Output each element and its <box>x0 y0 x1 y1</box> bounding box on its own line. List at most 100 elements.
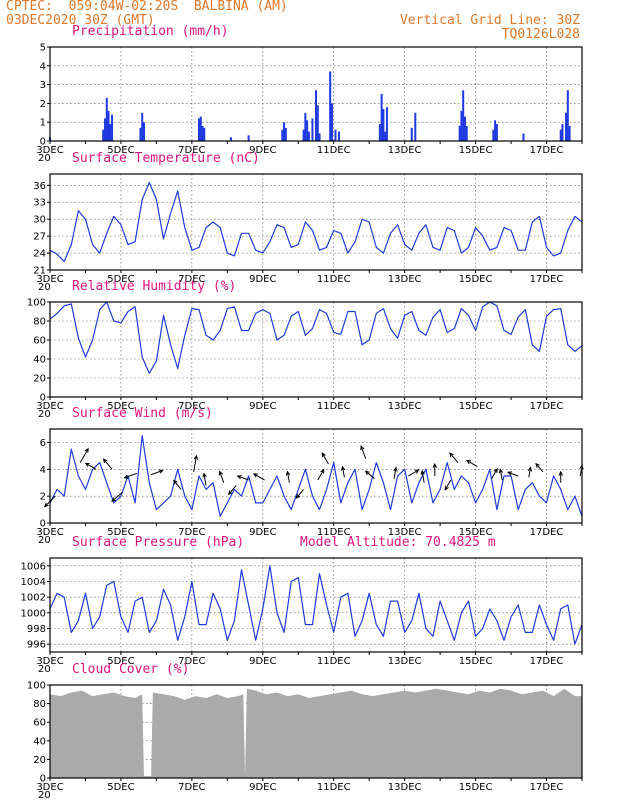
precip-bar <box>561 124 564 141</box>
precip-bar <box>522 133 525 141</box>
y-tick-label: 80 <box>33 699 46 710</box>
wind-vector <box>102 458 113 470</box>
precip-bar <box>338 131 341 141</box>
wind-frame <box>49 428 583 524</box>
y-tick-label: 0 <box>40 137 46 148</box>
precip-bar <box>463 116 466 141</box>
y-tick-label: 20 <box>33 755 46 766</box>
precip-bar <box>462 90 465 141</box>
x-year-label: 20 <box>38 664 51 675</box>
y-tick-label: 33 <box>33 198 46 209</box>
precip-bar <box>380 94 383 141</box>
x-tick-label: 9DEC <box>249 527 276 538</box>
precip-bar <box>410 127 413 141</box>
wind-vector <box>79 447 89 463</box>
precip-bar <box>139 127 142 141</box>
precip-bar <box>307 131 310 141</box>
y-tick-label: 6 <box>40 438 46 449</box>
precip-bar <box>568 125 571 141</box>
precip-bar <box>378 124 381 141</box>
pressure-annotation: Model Altitude: 70.4825 m <box>300 535 496 550</box>
x-tick-label: 3DEC <box>36 656 63 667</box>
precip-bar <box>318 133 321 141</box>
y-tick-label: 2 <box>40 99 46 110</box>
y-tick-label: 3 <box>40 80 46 91</box>
precip-bar <box>414 112 417 141</box>
x-tick-label: 17DEC <box>530 401 564 412</box>
y-tick-label: 30 <box>33 215 46 226</box>
x-tick-label: 9DEC <box>249 656 276 667</box>
y-tick-label: 1 <box>40 118 46 129</box>
x-tick-label: 7DEC <box>178 656 205 667</box>
y-tick-label: 100 <box>27 298 46 309</box>
precip-bar <box>329 71 332 141</box>
x-year-label: 20 <box>38 409 51 420</box>
y-tick-label: 80 <box>33 317 46 328</box>
wind-vector <box>285 470 291 483</box>
precip-bar <box>302 129 305 141</box>
x-tick-label: 11DEC <box>317 782 351 793</box>
temp-frame <box>49 173 583 271</box>
y-tick-label: 2 <box>40 492 46 503</box>
x-tick-label: 7DEC <box>178 274 205 285</box>
y-tick-label: 4 <box>40 61 46 72</box>
x-tick-label: 5DEC <box>107 145 134 156</box>
x-tick-label: 15DEC <box>459 145 493 156</box>
y-tick-label: 0 <box>40 774 46 785</box>
y-tick-label: 1000 <box>21 608 46 619</box>
grid-line-note: Vertical Grid Line: 30Z <box>399 13 580 28</box>
y-tick-label: 60 <box>33 718 46 729</box>
temp-title: Surface Temperature (nC) <box>72 151 260 166</box>
precip-bar <box>465 125 468 141</box>
precip-bar <box>197 118 200 141</box>
wind-vector <box>173 479 182 490</box>
x-tick-label: 5DEC <box>107 656 134 667</box>
wind-vector <box>84 462 97 470</box>
precip-bar <box>315 90 317 141</box>
wind-vector <box>295 489 304 499</box>
x-tick-label: 7DEC <box>178 145 205 156</box>
station-header: CPTEC: 059:04W-02:20S BALBINA (AM) <box>6 0 288 14</box>
wind-vector <box>432 462 438 476</box>
y-tick-label: 996 <box>27 640 46 651</box>
x-year-label: 20 <box>38 535 51 546</box>
y-tick-label: 40 <box>33 355 46 366</box>
rh-panel: Relative Humidity (%) 0 20 40 60 80 100 3DEC 5DE… <box>27 279 583 420</box>
x-tick-label: 11DEC <box>317 274 351 285</box>
y-tick-label: 5 <box>40 43 46 54</box>
precip-bar <box>382 109 385 141</box>
precip-title: Precipitation (mm/h) <box>72 24 229 39</box>
x-tick-label: 17DEC <box>530 782 564 793</box>
precip-bar <box>311 118 314 141</box>
x-tick-label: 11DEC <box>317 656 351 667</box>
x-tick-label: 13DEC <box>388 145 422 156</box>
x-tick-label: 15DEC <box>459 656 493 667</box>
precip-bar <box>460 110 463 141</box>
precip-bar <box>111 114 114 141</box>
precip-bar <box>203 127 206 141</box>
y-tick-label: 27 <box>33 232 46 243</box>
x-tick-label: 17DEC <box>530 527 564 538</box>
x-tick-label: 7DEC <box>178 782 205 793</box>
pressure-panel: Surface Pressure (hPa) Model Altitude: 70… <box>21 535 583 675</box>
wind-title: Surface Wind (m/s) <box>72 406 213 421</box>
precip-bar <box>384 131 387 141</box>
wind-vector <box>317 468 325 481</box>
precip-bar <box>495 124 498 141</box>
y-tick-label: 1006 <box>21 561 46 572</box>
cloud-area <box>50 688 582 778</box>
x-year-label: 20 <box>38 790 51 800</box>
wind-vector <box>491 467 498 479</box>
cloud-title: Cloud Cover (%) <box>72 662 189 677</box>
y-tick-label: 998 <box>27 624 46 635</box>
precip-bar <box>199 116 202 141</box>
precip-bar <box>458 125 461 141</box>
model-id: TQ0126L028 <box>501 27 580 42</box>
precip-bar <box>247 135 250 141</box>
x-tick-label: 5DEC <box>107 274 134 285</box>
cloud-panel: Cloud Cover (%) 0 20 40 60 80 100 3DEC 5DEC 7DEC 9… <box>27 662 583 800</box>
y-tick-label: 1004 <box>21 577 46 588</box>
wind-vector <box>535 462 544 473</box>
x-tick-label: 13DEC <box>388 656 422 667</box>
